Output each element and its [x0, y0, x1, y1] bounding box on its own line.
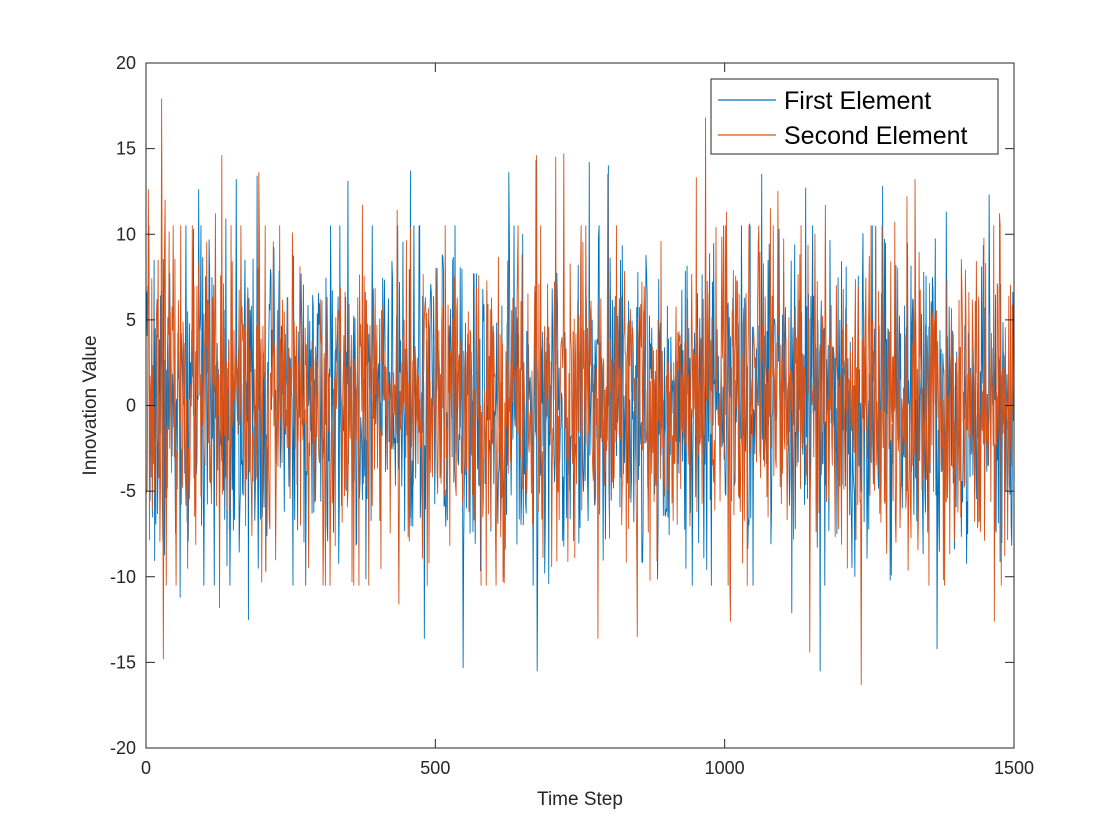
y-tick-label: -15	[110, 652, 136, 672]
x-tick-label: 1500	[994, 758, 1034, 778]
legend-label-second-element: Second Element	[784, 122, 968, 150]
x-tick-label: 1000	[705, 758, 745, 778]
series-layer	[146, 98, 1014, 686]
y-tick-label: 10	[116, 224, 136, 244]
ticks-layer: 0 500 1000 1500 -20 -15 -10 -5 0 5 10 15 20	[110, 53, 1034, 778]
y-tick-label: 15	[116, 139, 136, 159]
y-tick-label: -5	[120, 481, 136, 501]
y-tick-label: -20	[110, 738, 136, 758]
series-line-second-element	[146, 98, 1014, 686]
legend-label-first-element: First Element	[784, 87, 931, 115]
x-axis-label: Time Step	[537, 789, 623, 810]
y-tick-label: -10	[110, 567, 136, 587]
y-tick-label: 20	[116, 53, 136, 73]
legend: First Element Second Element	[710, 78, 999, 155]
x-tick-label: 0	[141, 758, 151, 778]
y-axis-label: Innovation Value	[80, 335, 101, 475]
plot-area: 0 500 1000 1500 -20 -15 -10 -5 0 5 10 15 20	[110, 53, 1034, 778]
y-tick-label: 5	[126, 310, 136, 330]
x-tick-label: 500	[420, 758, 450, 778]
y-tick-label: 0	[126, 396, 136, 416]
legend-box	[710, 78, 999, 155]
